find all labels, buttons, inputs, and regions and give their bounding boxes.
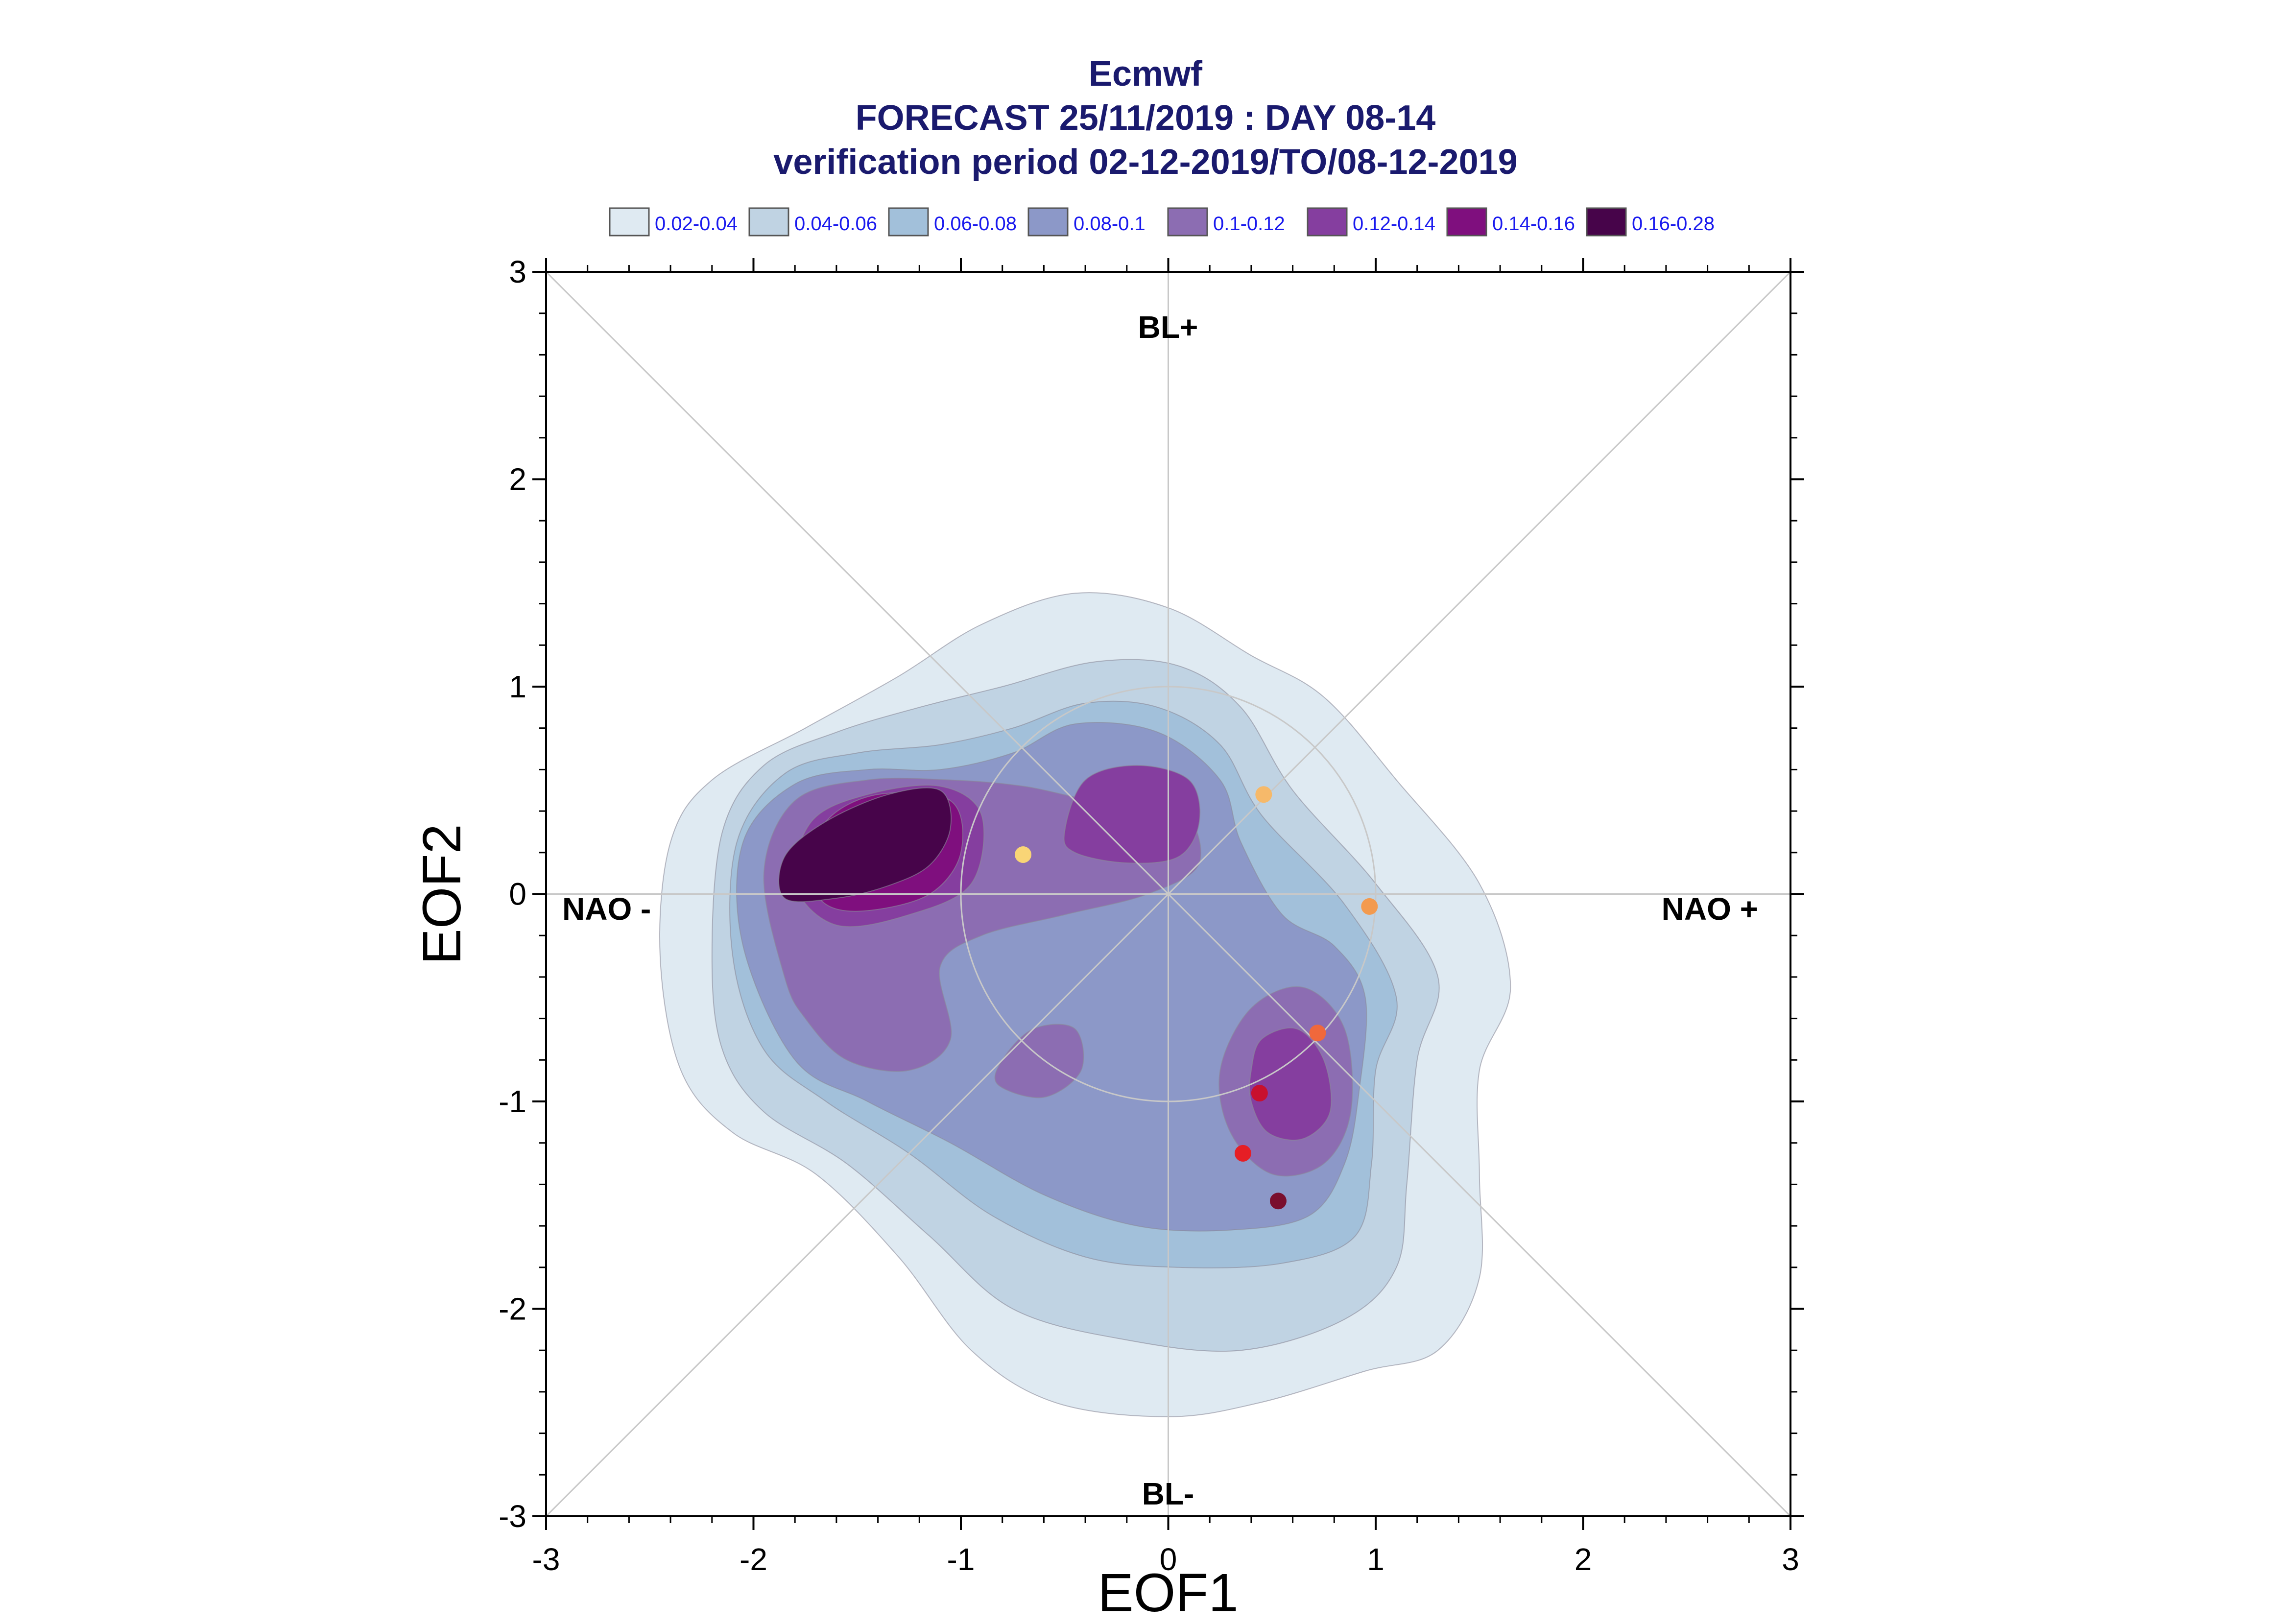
regime-label-bl-minus: BL- [1142, 1476, 1194, 1511]
legend: 0.02-0.04 0.04-0.06 0.06-0.08 0.08-0.1 0.1-0… [609, 207, 1715, 237]
legend-swatch-1 [609, 207, 650, 237]
regime-labels: BL+ BL- NAO - NAO + [562, 310, 1758, 1511]
forecast-point-7 [1269, 1193, 1287, 1210]
x-tick-label: -3 [532, 1542, 560, 1577]
regime-label-nao-minus: NAO - [562, 891, 651, 927]
y-axis-label: EOF2 [412, 824, 472, 964]
legend-swatch-4 [1027, 207, 1069, 237]
y-tick-label: 2 [509, 462, 526, 497]
y-tick-label: 3 [509, 254, 526, 289]
forecast-point-5 [1251, 1085, 1268, 1102]
legend-label-3: 0.06-0.08 [934, 213, 1017, 235]
legend-swatch-5 [1167, 207, 1208, 237]
forecast-point-1 [1015, 846, 1032, 863]
forecast-points [1015, 786, 1378, 1210]
legend-label-7: 0.14-0.16 [1492, 213, 1575, 235]
y-tick-label: 1 [509, 669, 526, 704]
regime-label-bl-plus: BL+ [1138, 310, 1198, 345]
forecast-point-2 [1255, 786, 1272, 803]
legend-swatch-7 [1446, 207, 1487, 237]
density-contour-6-2 [1063, 764, 1201, 864]
reference-lines [546, 272, 1790, 1516]
forecast-point-6 [1234, 1145, 1251, 1162]
x-axis-label: EOF1 [1098, 1563, 1238, 1622]
regime-label-nao-plus: NAO + [1662, 891, 1758, 927]
y-tick-label: -2 [499, 1291, 526, 1327]
legend-label-1: 0.02-0.04 [655, 213, 738, 235]
density-contours [659, 592, 1511, 1417]
legend-label-6: 0.12-0.14 [1353, 213, 1435, 235]
ref-line-diagonal-down [546, 272, 1790, 1516]
x-tick-label: -2 [740, 1542, 767, 1577]
legend-label-4: 0.08-0.1 [1074, 213, 1146, 235]
density-contour-6-3 [1249, 1027, 1332, 1141]
legend-label-2: 0.04-0.06 [794, 213, 877, 235]
title-line-3: verification period 02-12-2019/TO/08-12-… [773, 143, 1517, 182]
forecast-point-3 [1361, 898, 1378, 915]
y-tick-label: 0 [509, 877, 526, 912]
y-tick-label: -1 [499, 1084, 526, 1119]
legend-swatch-8 [1586, 207, 1627, 237]
x-tick-label: 3 [1782, 1542, 1799, 1577]
x-tick-label: 0 [1160, 1542, 1177, 1577]
x-tick-label: -1 [947, 1542, 975, 1577]
axes: -3 -2 -1 0 1 2 3 -3 -2 -1 0 1 2 3 [499, 254, 1804, 1577]
y-tick-label: -3 [499, 1499, 526, 1534]
x-tick-label: 2 [1575, 1542, 1592, 1577]
x-tick-label: 1 [1367, 1542, 1384, 1577]
legend-swatch-6 [1307, 207, 1348, 237]
forecast-point-4 [1309, 1025, 1326, 1042]
title-line-2: FORECAST 25/11/2019 : DAY 08-14 [856, 98, 1436, 138]
legend-label-8: 0.16-0.28 [1632, 213, 1715, 235]
legend-swatch-3 [888, 207, 929, 237]
title-line-1: Ecmwf [1089, 54, 1203, 94]
legend-label-5: 0.1-0.12 [1213, 213, 1285, 235]
legend-swatch-2 [748, 207, 789, 237]
ref-unit-circle [960, 686, 1377, 1102]
chart-title: Ecmwf FORECAST 25/11/2019 : DAY 08-14 ve… [773, 54, 1517, 182]
